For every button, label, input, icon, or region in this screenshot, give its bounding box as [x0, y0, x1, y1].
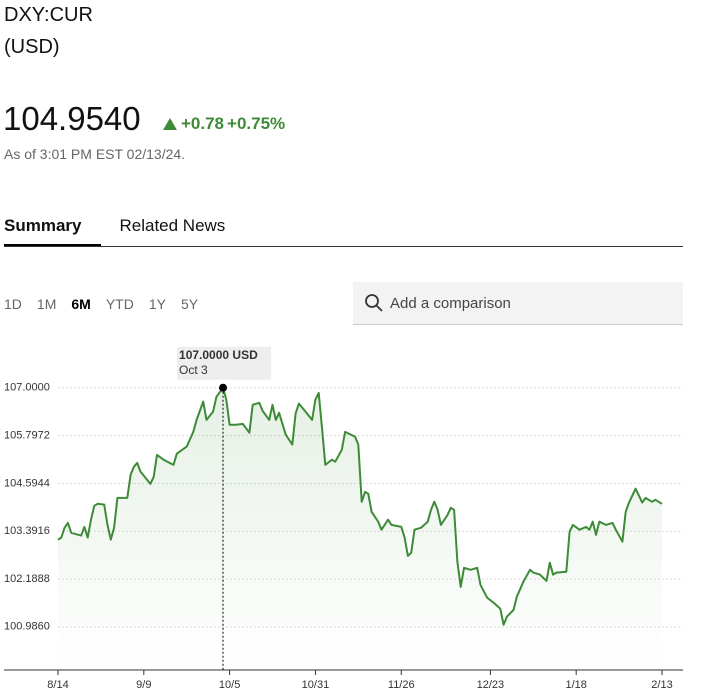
y-tick-label: 107.0000 — [4, 382, 50, 394]
range-button[interactable]: 1D — [4, 296, 22, 312]
change-percent: +0.75% — [227, 114, 286, 133]
tooltip-box — [177, 346, 272, 380]
x-tick-label: 9/9 — [136, 679, 151, 690]
range-buttons: 1D 1M 6M YTD 1Y 5Y — [4, 296, 198, 312]
range-button[interactable]: 6M — [71, 296, 91, 312]
as-of: As of 3:01 PM EST 02/13/24. — [4, 146, 186, 162]
x-tick-label: 1/18 — [565, 679, 586, 690]
search-placeholder: Add a comparison — [390, 294, 511, 312]
tooltip-value: 107.0000 USD — [179, 348, 258, 362]
search-box[interactable]: Add a comparison — [353, 282, 683, 325]
x-tick-label: 11/26 — [388, 679, 415, 690]
search-icon — [365, 294, 383, 312]
x-tick-label: 12/23 — [477, 679, 505, 690]
range-button[interactable]: 5Y — [180, 296, 199, 312]
y-tick-label: 103.3916 — [4, 525, 50, 537]
tooltip-date: Oct 3 — [179, 363, 208, 377]
price: 104.9540 — [3, 100, 141, 137]
currency: (USD) — [4, 36, 60, 58]
change: +0.78 +0.75% — [162, 114, 285, 134]
point — [219, 383, 228, 392]
x-tick-label: 10/5 — [219, 679, 240, 690]
y-tick-label: 105.7972 — [4, 429, 50, 441]
y-tick-label: 104.5944 — [4, 477, 50, 489]
x-tick-label: 8/14 — [47, 679, 68, 690]
area — [58, 387, 662, 670]
y-tick-label: 102.1888 — [4, 573, 50, 585]
tab-divider — [4, 246, 683, 247]
symbol: DXY:CUR — [4, 4, 93, 26]
tabs: Summary Related News — [4, 214, 243, 247]
up-arrow — [163, 118, 177, 130]
range-button[interactable]: YTD — [105, 296, 134, 312]
tab[interactable]: Summary — [4, 214, 102, 247]
range-button[interactable]: 1M — [36, 296, 57, 312]
x-tick-label: 2/13 — [651, 679, 672, 690]
line — [57, 386, 663, 626]
tab[interactable]: Related News — [119, 216, 226, 235]
x-tick-label: 10/31 — [302, 679, 330, 690]
range-button[interactable]: 1Y — [148, 296, 166, 312]
change-value: +0.78 — [181, 114, 225, 133]
y-tick-label: 100.9860 — [4, 621, 50, 633]
